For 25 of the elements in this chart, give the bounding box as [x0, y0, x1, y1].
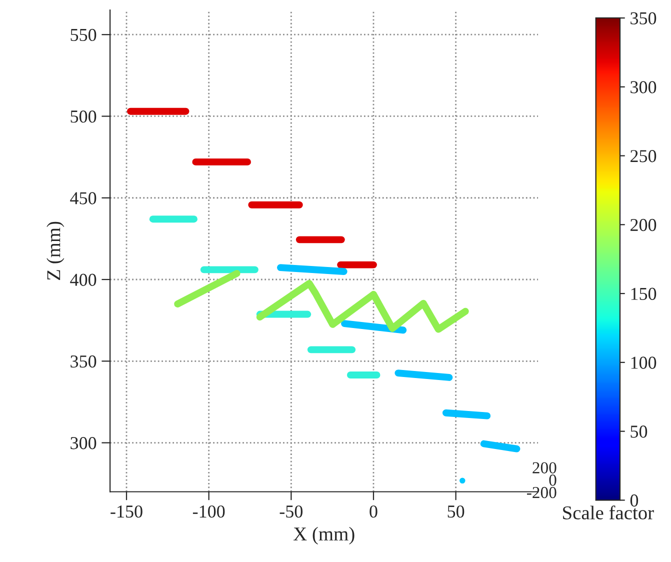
- color-bar-label: 0: [630, 494, 638, 507]
- x-tick-label: -150: [110, 505, 142, 518]
- x-tick-label: 50: [448, 505, 464, 518]
- color-bar-label: 300: [630, 81, 656, 94]
- x-axis-title: X (mm): [293, 526, 354, 545]
- y-tick-label: 350: [70, 355, 96, 368]
- y-tick-label: 550: [70, 28, 96, 42]
- color-bar-label: 50: [630, 426, 648, 438]
- x-tick-label: -50: [280, 505, 303, 518]
- color-bar-label: 100: [631, 356, 656, 369]
- color-bar-label: 150: [631, 288, 656, 300]
- y-axis-title: Z (mm): [46, 222, 64, 280]
- color-bar-label: 350: [630, 12, 656, 24]
- x-tick-label: 0: [370, 505, 378, 518]
- x-tick-label: -100: [192, 505, 225, 518]
- y-tick-label: 500: [70, 110, 96, 123]
- color-bar-title: Scale factor: [563, 506, 654, 520]
- color-bar-label: 250: [630, 150, 656, 162]
- color-bar-label: 200: [630, 218, 656, 232]
- annotation: 200: [532, 462, 556, 474]
- y-tick-label: 400: [70, 274, 96, 286]
- text: 0: [549, 474, 556, 486]
- y-tick-label: 450: [70, 192, 96, 204]
- annotation: -200: [527, 486, 556, 498]
- y-tick-label: 300: [70, 437, 96, 450]
